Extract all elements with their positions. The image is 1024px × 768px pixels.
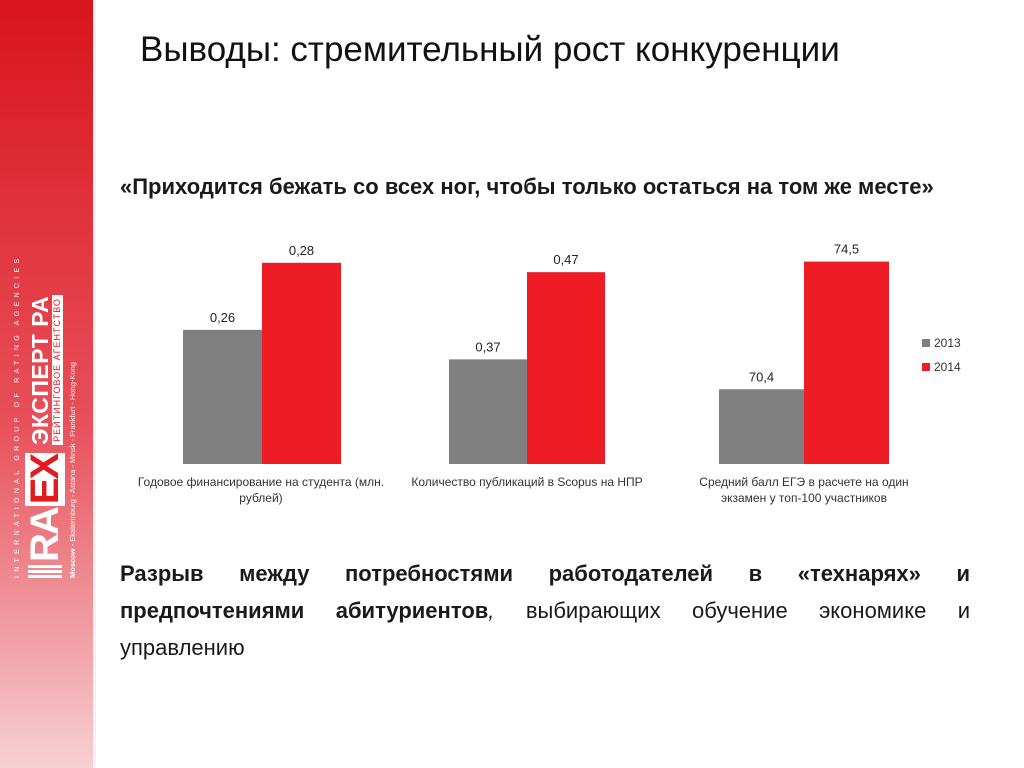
data-label-3-2014: 74,5 bbox=[834, 242, 859, 257]
data-label-2-2013: 0,37 bbox=[475, 339, 500, 354]
logo-brand-big: ЭКСПЕРТ РА bbox=[26, 295, 53, 445]
logo-brand-small: РЕЙТИНГОВОЕ АГЕНТСТВО bbox=[51, 295, 63, 445]
category-label-1: Годовое финансирование на студента (млн.… bbox=[138, 475, 384, 505]
bar-chart: 0,26 0,28 Годовое финансирование на студен… bbox=[138, 242, 961, 505]
data-label-1-2013: 0,26 bbox=[210, 310, 235, 325]
bar-3-2014 bbox=[804, 261, 889, 464]
bottom-text: Разрыв между потребностями работодателей… bbox=[120, 555, 970, 666]
bar-1-2013 bbox=[183, 329, 262, 464]
bar-1-2014 bbox=[262, 262, 341, 464]
page-title: Выводы: стремительный рост конкуренции bbox=[140, 30, 840, 69]
logo-brand-x: EX bbox=[23, 452, 67, 507]
bar-2-2013 bbox=[449, 359, 527, 464]
data-label-1-2014: 0,28 bbox=[289, 243, 314, 258]
logo-brand-left: RA bbox=[23, 508, 67, 562]
data-label-3-2013: 70,4 bbox=[749, 369, 774, 384]
legend-label-2013: 2013 bbox=[934, 336, 961, 350]
category-label-2: Количество публикаций в Scopus на НПР bbox=[411, 475, 642, 489]
logo-city-first: Moscow bbox=[68, 548, 77, 578]
category-label-3: Средний балл ЕГЭ в расчете на один экзаме… bbox=[699, 475, 908, 505]
bottom-rest-text: выбирающих обучение экономике и управлен… bbox=[120, 598, 971, 660]
quote-text: «Приходится бежать со всех ног, чтобы то… bbox=[120, 174, 934, 199]
logo-cities: Moscow - Ekaterinburg - Astana - Minsk -… bbox=[68, 362, 77, 578]
bottom-comma: , bbox=[488, 598, 495, 623]
rax-logo: INTERNATIONAL GROUP OF RATING AGENCIES R… bbox=[14, 255, 80, 578]
legend-swatch-2013 bbox=[922, 339, 930, 347]
legend-label-2014: 2014 bbox=[934, 360, 961, 374]
logo-expert: ЭКСПЕРТ РА РЕЙТИНГОВОЕ АГЕНТСТВО bbox=[26, 295, 63, 445]
logo-bars-icon bbox=[28, 565, 62, 578]
side-band-edge bbox=[93, 0, 96, 768]
side-band bbox=[0, 0, 96, 768]
data-label-2-2014: 0,47 bbox=[553, 252, 578, 267]
legend-swatch-2014 bbox=[922, 363, 930, 371]
rax-logo-rotated: INTERNATIONAL GROUP OF RATING AGENCIES R… bbox=[14, 255, 80, 578]
logo-main: RA EX ЭКСПЕРТ РА РЕЙТИНГОВОЕ АГЕНТСТВО bbox=[23, 295, 67, 578]
logo-cities-rest: - Ekaterinburg - Astana - Minsk - Frankf… bbox=[68, 362, 77, 549]
bar-3-2013 bbox=[719, 389, 804, 464]
bar-2-2014 bbox=[527, 272, 605, 464]
bottom-bold-text: Разрыв между потребностями работодателей… bbox=[120, 561, 970, 623]
